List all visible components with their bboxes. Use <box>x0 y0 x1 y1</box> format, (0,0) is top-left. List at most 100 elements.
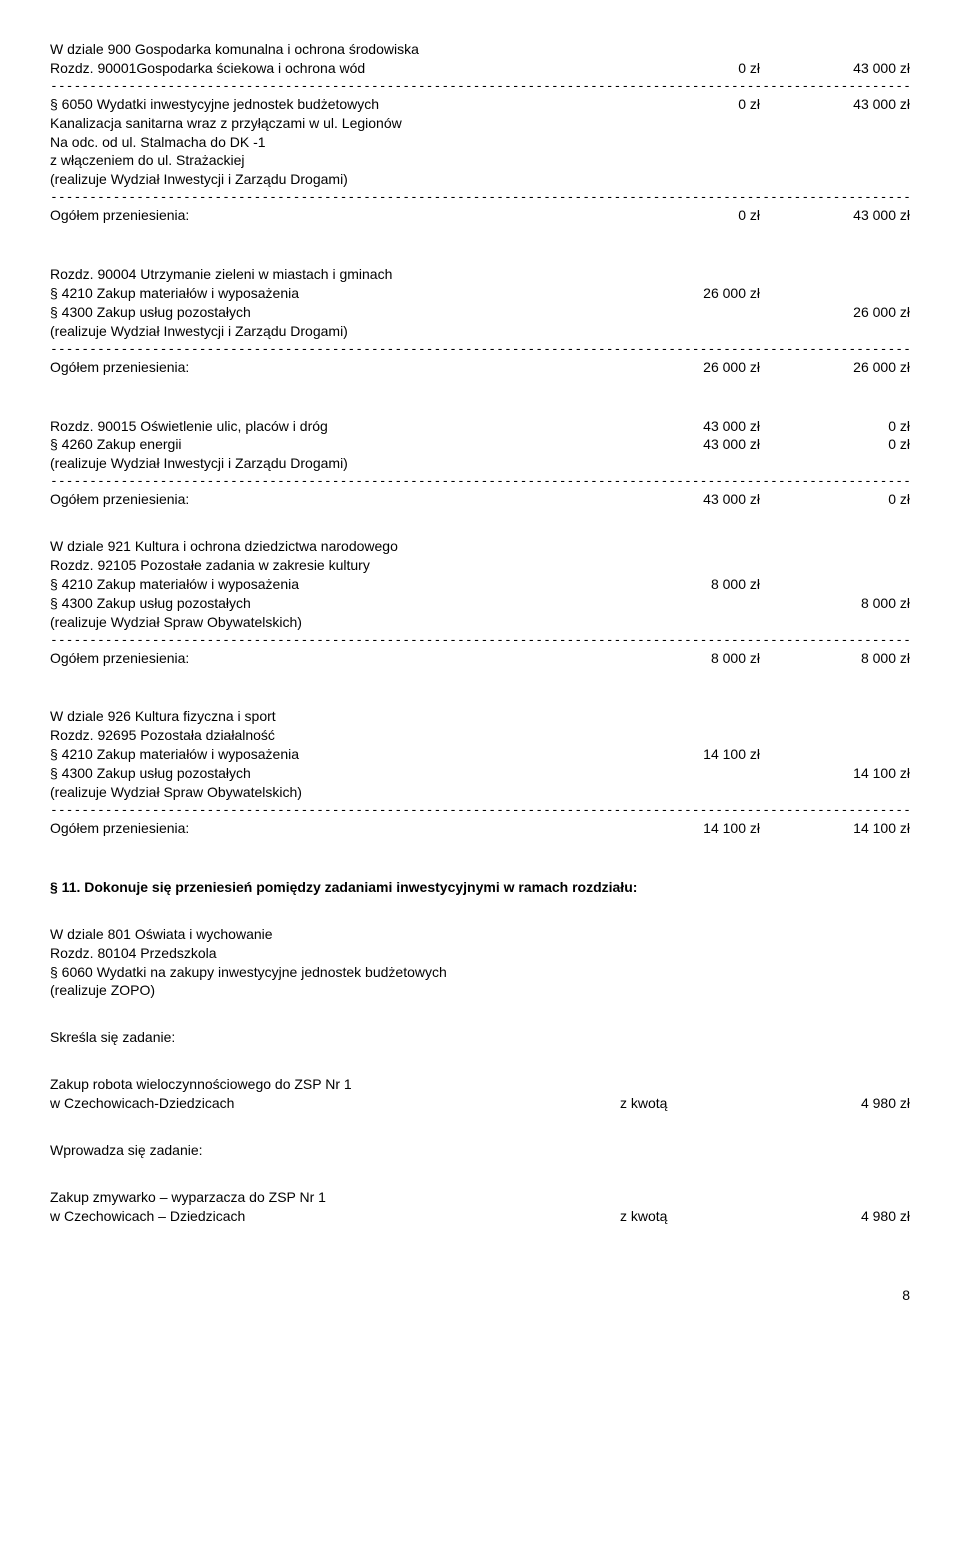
row-mid: 0 zł <box>620 59 790 78</box>
row-label: w Czechowicach – Dziedzicach <box>50 1207 620 1226</box>
row-label: § 4260 Zakup energii <box>50 435 620 454</box>
total-right: 0 zł <box>790 490 910 509</box>
row-label: § 4210 Zakup materiałów i wyposażenia <box>50 575 620 594</box>
text-line: Skreśla się zadanie: <box>50 1028 910 1047</box>
row-label: § 4300 Zakup usług pozostałych <box>50 594 620 613</box>
separator: ----------------------------------------… <box>50 343 910 356</box>
text-line: Rozdz. 80104 Przedszkola <box>50 944 910 963</box>
row: § 6050 Wydatki inwestycyjne jednostek bu… <box>50 95 910 114</box>
row: § 4260 Zakup energii 43 000 zł 0 zł <box>50 435 910 454</box>
row-right: 43 000 zł <box>790 95 910 114</box>
row-mid: 8 000 zł <box>620 575 790 594</box>
text-line: W dziale 801 Oświata i wychowanie <box>50 925 910 944</box>
total-mid: 14 100 zł <box>620 819 790 838</box>
text-line: Rozdz. 92105 Pozostałe zadania w zakresi… <box>50 556 910 575</box>
text-line: Rozdz. 92695 Pozostała działalność <box>50 726 910 745</box>
row: § 4210 Zakup materiałów i wyposażenia 14… <box>50 745 910 764</box>
separator: ----------------------------------------… <box>50 475 910 488</box>
text-line: Na odc. od ul. Stalmacha do DK -1 <box>50 133 910 152</box>
row-label: Rozdz. 90001Gospodarka ściekowa i ochron… <box>50 59 620 78</box>
separator: ----------------------------------------… <box>50 804 910 817</box>
total-label: Ogółem przeniesienia: <box>50 649 620 668</box>
row: § 4300 Zakup usług pozostałych 14 100 zł <box>50 764 910 783</box>
separator: ----------------------------------------… <box>50 191 910 204</box>
row-mid: 14 100 zł <box>620 745 790 764</box>
row-mid: 0 zł <box>620 95 790 114</box>
text-line: Zakup zmywarko – wyparzacza do ZSP Nr 1 <box>50 1188 910 1207</box>
total-row: Ogółem przeniesienia: 14 100 zł 14 100 z… <box>50 819 910 838</box>
row: § 4210 Zakup materiałów i wyposażenia 8 … <box>50 575 910 594</box>
text-line: (realizuje Wydział Spraw Obywatelskich) <box>50 613 910 632</box>
row-mid: z kwotą <box>620 1094 790 1113</box>
row-label: § 4300 Zakup usług pozostałych <box>50 764 620 783</box>
row-right <box>790 575 910 594</box>
text-line: Kanalizacja sanitarna wraz z przyłączami… <box>50 114 910 133</box>
separator: ----------------------------------------… <box>50 634 910 647</box>
total-row: Ogółem przeniesienia: 26 000 zł 26 000 z… <box>50 358 910 377</box>
row-label: w Czechowicach-Dziedzicach <box>50 1094 620 1113</box>
row-right: 4 980 zł <box>790 1094 910 1113</box>
row-mid: 43 000 zł <box>620 435 790 454</box>
text-line: (realizuje Wydział Inwestycji i Zarządu … <box>50 170 910 189</box>
row-mid <box>620 303 790 322</box>
section-90015: Rozdz. 90015 Oświetlenie ulic, placów i … <box>50 417 910 510</box>
section-900: W dziale 900 Gospodarka komunalna i ochr… <box>50 40 910 225</box>
row-label: § 6050 Wydatki inwestycyjne jednostek bu… <box>50 95 620 114</box>
text-line: (realizuje Wydział Inwestycji i Zarządu … <box>50 454 910 473</box>
row-mid: z kwotą <box>620 1207 790 1226</box>
total-right: 43 000 zł <box>790 206 910 225</box>
text-line: (realizuje Wydział Inwestycji i Zarządu … <box>50 322 910 341</box>
total-label: Ogółem przeniesienia: <box>50 206 620 225</box>
row: w Czechowicach – Dziedzicach z kwotą 4 9… <box>50 1207 910 1226</box>
text-line: (realizuje Wydział Spraw Obywatelskich) <box>50 783 910 802</box>
text-line: z włączeniem do ul. Strażackiej <box>50 151 910 170</box>
total-right: 26 000 zł <box>790 358 910 377</box>
text-line: Wprowadza się zadanie: <box>50 1141 910 1160</box>
row: § 4300 Zakup usług pozostałych 26 000 zł <box>50 303 910 322</box>
total-label: Ogółem przeniesienia: <box>50 490 620 509</box>
text-line: § 6060 Wydatki na zakupy inwestycyjne je… <box>50 963 910 982</box>
paragraph-heading: § 11. Dokonuje się przeniesień pomiędzy … <box>50 878 910 897</box>
section-921: W dziale 921 Kultura i ochrona dziedzict… <box>50 537 910 667</box>
text-line: Rozdz. 90004 Utrzymanie zieleni w miasta… <box>50 265 910 284</box>
row: Rozdz. 90001Gospodarka ściekowa i ochron… <box>50 59 910 78</box>
row-mid <box>620 764 790 783</box>
row: § 4210 Zakup materiałów i wyposażenia 26… <box>50 284 910 303</box>
row-right: 0 zł <box>790 417 910 436</box>
row-right: 0 zł <box>790 435 910 454</box>
text-line: Zakup robota wieloczynnościowego do ZSP … <box>50 1075 910 1094</box>
row-mid <box>620 594 790 613</box>
text-line: W dziale 921 Kultura i ochrona dziedzict… <box>50 537 910 556</box>
section-paragraph-11: § 11. Dokonuje się przeniesień pomiędzy … <box>50 878 910 1226</box>
row-right: 26 000 zł <box>790 303 910 322</box>
row-label: § 4210 Zakup materiałów i wyposażenia <box>50 745 620 764</box>
row-right <box>790 284 910 303</box>
row: Rozdz. 90015 Oświetlenie ulic, placów i … <box>50 417 910 436</box>
row-right: 43 000 zł <box>790 59 910 78</box>
total-right: 8 000 zł <box>790 649 910 668</box>
text-line: W dziale 926 Kultura fizyczna i sport <box>50 707 910 726</box>
separator: ----------------------------------------… <box>50 80 910 93</box>
row-right: 4 980 zł <box>790 1207 910 1226</box>
total-row: Ogółem przeniesienia: 43 000 zł 0 zł <box>50 490 910 509</box>
row-right: 8 000 zł <box>790 594 910 613</box>
total-mid: 26 000 zł <box>620 358 790 377</box>
total-mid: 8 000 zł <box>620 649 790 668</box>
row-right <box>790 745 910 764</box>
page-number: 8 <box>50 1286 910 1305</box>
total-right: 14 100 zł <box>790 819 910 838</box>
row-mid: 43 000 zł <box>620 417 790 436</box>
total-label: Ogółem przeniesienia: <box>50 358 620 377</box>
row-label: § 4210 Zakup materiałów i wyposażenia <box>50 284 620 303</box>
row-label: Rozdz. 90015 Oświetlenie ulic, placów i … <box>50 417 620 436</box>
row-label: § 4300 Zakup usług pozostałych <box>50 303 620 322</box>
row: w Czechowicach-Dziedzicach z kwotą 4 980… <box>50 1094 910 1113</box>
row-mid: 26 000 zł <box>620 284 790 303</box>
row: § 4300 Zakup usług pozostałych 8 000 zł <box>50 594 910 613</box>
total-mid: 0 zł <box>620 206 790 225</box>
total-row: Ogółem przeniesienia: 0 zł 43 000 zł <box>50 206 910 225</box>
total-row: Ogółem przeniesienia: 8 000 zł 8 000 zł <box>50 649 910 668</box>
section-title: W dziale 900 Gospodarka komunalna i ochr… <box>50 40 910 59</box>
section-926: W dziale 926 Kultura fizyczna i sport Ro… <box>50 707 910 837</box>
total-label: Ogółem przeniesienia: <box>50 819 620 838</box>
